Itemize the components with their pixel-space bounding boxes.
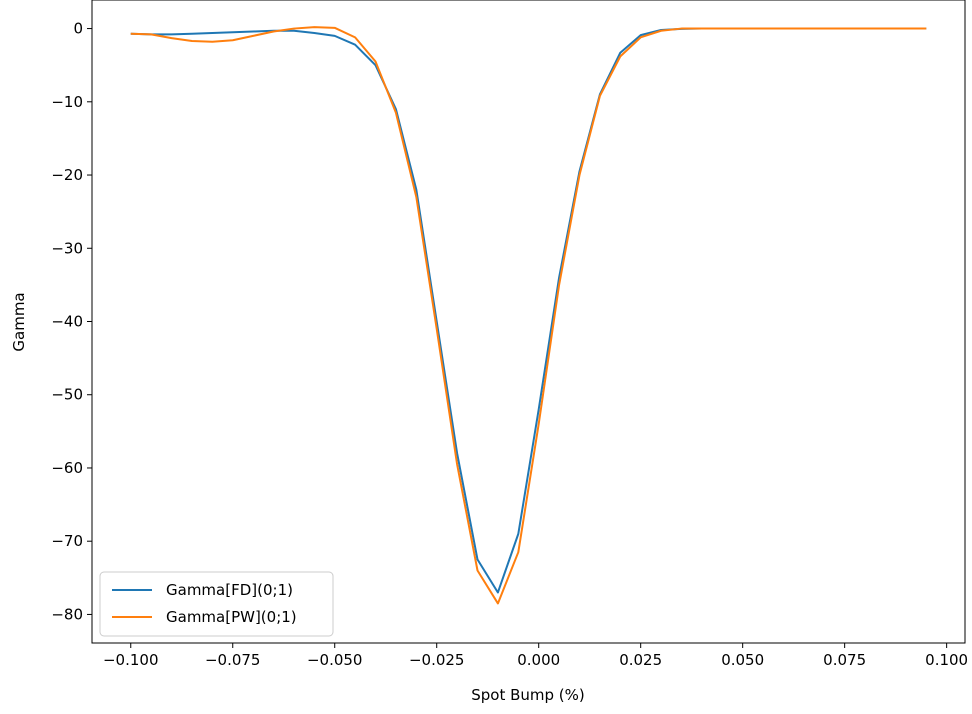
y-tick-label: −40	[51, 313, 83, 331]
x-tick-label: −0.075	[205, 651, 261, 669]
y-tick-label: −30	[51, 239, 83, 257]
y-tick-label: −20	[51, 166, 83, 184]
x-tick-label: −0.050	[307, 651, 363, 669]
y-tick-label: −70	[51, 532, 83, 550]
x-axis: −0.100 −0.075 −0.050 −0.025 0.000 0.025 0.050 0…	[103, 643, 968, 669]
plot-area	[91, 0, 966, 644]
legend-label-2: Gamma[PW](0;1)	[166, 608, 297, 626]
x-tick-label: −0.100	[103, 651, 159, 669]
x-tick-label: 0.050	[721, 651, 764, 669]
x-tick-label: 0.075	[823, 651, 866, 669]
legend-label-1: Gamma[FD](0;1)	[166, 581, 293, 599]
x-tick-label: 0.025	[619, 651, 662, 669]
x-tick-label: 0.100	[925, 651, 968, 669]
series-line-2	[130, 26, 927, 605]
y-tick-label: −60	[51, 459, 83, 477]
x-tick-label: −0.025	[409, 651, 465, 669]
y-tick-label: 0	[73, 20, 83, 38]
x-axis-title: Spot Bump (%)	[471, 686, 585, 704]
y-axis-title: Gamma	[10, 292, 28, 351]
legend: Gamma[FD](0;1) Gamma[PW](0;1)	[99, 571, 334, 637]
y-tick-label: −80	[51, 605, 83, 623]
legend-box	[99, 571, 334, 637]
y-axis: 0 −10 −20 −30 −40 −50 −60 −70 −80	[51, 20, 92, 623]
y-tick-label: −50	[51, 386, 83, 404]
y-tick-label: −10	[51, 93, 83, 111]
x-tick-label: 0.000	[517, 651, 560, 669]
series-lines	[130, 26, 927, 605]
